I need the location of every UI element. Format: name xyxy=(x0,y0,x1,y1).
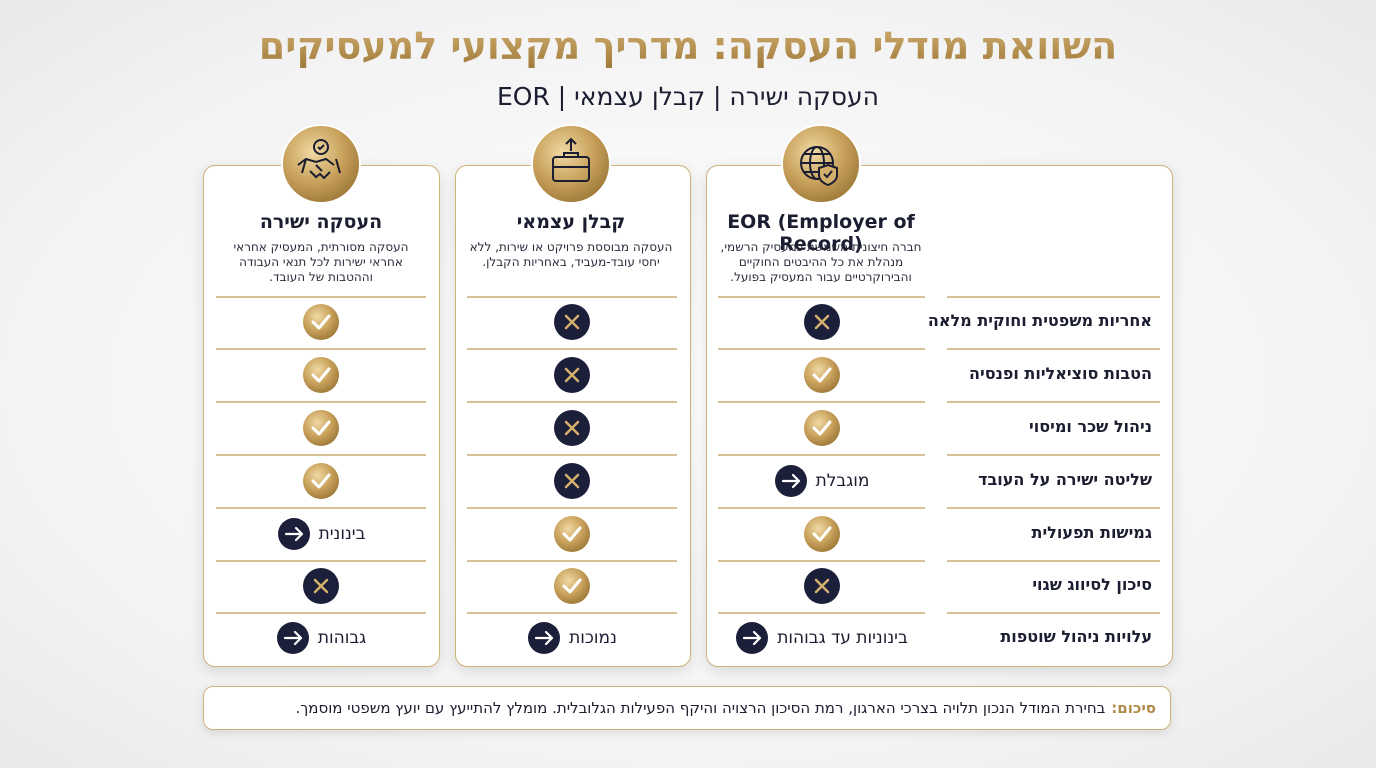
cross-icon xyxy=(554,463,590,499)
summary-label: סיכום: xyxy=(1111,699,1156,717)
summary-text: בחירת המודל הנכון תלויה בצרכי הארגון, רמ… xyxy=(295,699,1106,717)
cell xyxy=(467,514,677,554)
cell xyxy=(718,302,925,342)
row-separator xyxy=(947,507,1160,509)
cell xyxy=(216,461,426,501)
cell xyxy=(467,408,677,448)
summary-box: סיכום: בחירת המודל הנכון תלויה בצרכי האר… xyxy=(203,686,1171,730)
cell: מוגבלת xyxy=(718,461,925,501)
row-separator xyxy=(216,454,426,456)
column-title: העסקה ישירה xyxy=(259,211,383,233)
cell: נמוכות xyxy=(467,618,677,658)
row-separator xyxy=(947,560,1160,562)
check-icon xyxy=(554,516,590,552)
cell xyxy=(216,355,426,395)
row-separator xyxy=(947,612,1160,614)
row-separator xyxy=(467,401,677,403)
cell xyxy=(467,302,677,342)
cell xyxy=(216,408,426,448)
cell-text: בינוניות עד גבוהות xyxy=(777,628,908,648)
cross-icon xyxy=(803,568,840,604)
check-icon xyxy=(803,516,840,552)
column-title: EOR (Employer of Record) xyxy=(727,211,915,255)
cell-text: נמוכות xyxy=(569,628,617,648)
check-icon xyxy=(303,463,339,499)
column-description: חברה חיצונית משמשת כמעסיק הרשמי, מנהלת א… xyxy=(720,240,922,284)
cell xyxy=(467,461,677,501)
arrow-icon xyxy=(276,622,309,654)
cell xyxy=(467,566,677,606)
row-label: הטבות סוציאליות ופנסיה xyxy=(968,364,1152,383)
cell xyxy=(467,355,677,395)
row-label: עלויות ניהול שוטפות xyxy=(1000,627,1152,646)
row-separator xyxy=(947,296,1160,298)
row-separator xyxy=(718,507,925,509)
check-icon xyxy=(303,410,339,446)
column-description: העסקה מבוססת פרויקט או שירות, ללא יחסי ע… xyxy=(469,240,673,269)
row-separator xyxy=(467,507,677,509)
row-separator xyxy=(216,507,426,509)
check-icon xyxy=(303,357,339,393)
row-separator xyxy=(947,454,1160,456)
cross-icon xyxy=(554,304,590,340)
check-icon xyxy=(554,568,590,604)
row-separator xyxy=(947,401,1160,403)
row-separator xyxy=(216,560,426,562)
check-icon xyxy=(303,304,339,340)
check-icon xyxy=(803,410,840,446)
row-label: גמישות תפעולית xyxy=(1031,523,1152,542)
cell xyxy=(718,408,925,448)
row-separator xyxy=(467,612,677,614)
cell xyxy=(216,566,426,606)
card xyxy=(706,165,1173,667)
arrow-icon xyxy=(774,465,807,497)
column-title: קבלן עצמאי xyxy=(516,211,626,233)
arrow-icon xyxy=(277,518,310,550)
cell xyxy=(718,566,925,606)
row-separator xyxy=(718,612,925,614)
subtitle: העסקה ישירה | קבלן עצמאי | EOR xyxy=(497,82,879,111)
cross-icon xyxy=(803,304,840,340)
row-separator xyxy=(216,401,426,403)
row-separator xyxy=(216,296,426,298)
row-separator xyxy=(467,454,677,456)
row-separator xyxy=(216,612,426,614)
arrow-icon xyxy=(528,622,561,654)
handshake-icon xyxy=(281,124,361,204)
cell-text: בינונית xyxy=(318,524,366,544)
briefcase-icon xyxy=(531,124,611,204)
row-label: שליטה ישירה על העובד xyxy=(978,470,1152,489)
row-separator xyxy=(718,348,925,350)
row-separator xyxy=(467,296,677,298)
column-description: העסקה מסורתית, המעסיק אחראי אחראי ישירות… xyxy=(233,240,409,284)
row-separator xyxy=(718,296,925,298)
cell xyxy=(718,355,925,395)
row-separator xyxy=(718,454,925,456)
cell-text: גבוהות xyxy=(317,628,367,648)
cell-text: מוגבלת xyxy=(815,471,870,491)
cell: בינונית xyxy=(216,514,426,554)
row-label: ניהול שכר ומיסוי xyxy=(1029,417,1152,436)
row-separator xyxy=(947,348,1160,350)
cross-icon xyxy=(554,410,590,446)
row-separator xyxy=(467,348,677,350)
cross-icon xyxy=(303,568,339,604)
arrow-icon xyxy=(736,622,769,654)
row-separator xyxy=(216,348,426,350)
row-label: סיכון לסיווג שגוי xyxy=(1032,575,1152,594)
row-separator xyxy=(718,560,925,562)
cell: גבוהות xyxy=(216,618,426,658)
title: השוואת מודלי העסקה: מדריך מקצועי למעסיקי… xyxy=(0,24,1376,68)
cross-icon xyxy=(554,357,590,393)
check-icon xyxy=(803,357,840,393)
row-label: אחריות משפטית וחוקית מלאה xyxy=(927,311,1152,330)
globe-icon xyxy=(781,124,861,204)
row-separator xyxy=(467,560,677,562)
cell: בינוניות עד גבוהות xyxy=(718,618,925,658)
summary: סיכום: בחירת המודל הנכון תלויה בצרכי האר… xyxy=(295,687,1156,729)
row-separator xyxy=(718,401,925,403)
cell xyxy=(216,302,426,342)
cell xyxy=(718,514,925,554)
